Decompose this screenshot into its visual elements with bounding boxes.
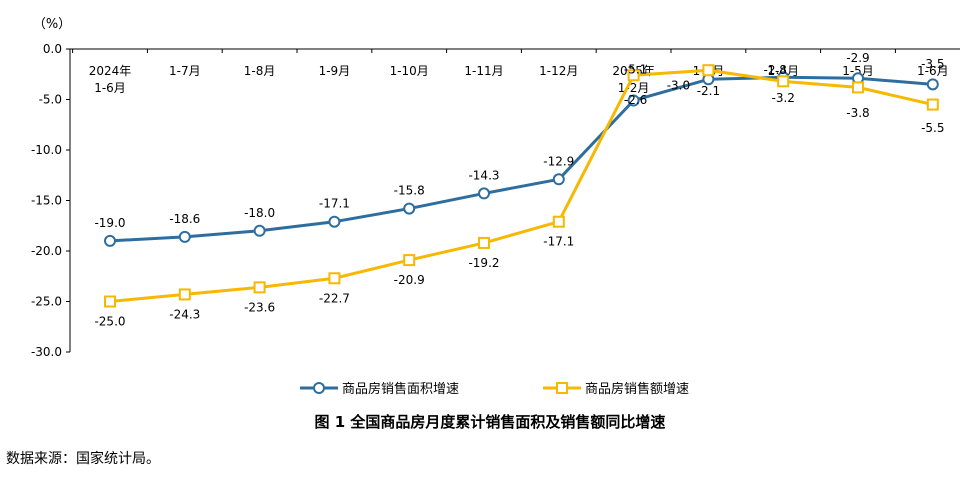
series-line-2 xyxy=(109,68,934,303)
x-tick-label: 1-6月 xyxy=(94,81,126,95)
legend-area-label: 商品房销售面积增速 xyxy=(342,381,459,397)
sales-growth-label: -3.2 xyxy=(771,91,794,105)
sales-growth-label: -2.1 xyxy=(697,84,720,98)
area-growth-label: -14.3 xyxy=(468,168,499,182)
sales-growth-label: -5.5 xyxy=(921,121,944,135)
sales-growth-point xyxy=(253,281,266,294)
sales-growth-point xyxy=(552,215,565,228)
sales-growth-point xyxy=(852,81,864,94)
data-source-note: 数据来源：国家统计局。 xyxy=(6,451,160,467)
sales-growth-point xyxy=(478,236,490,249)
area-growth-point xyxy=(253,224,266,237)
y-tick-label: -15.0 xyxy=(31,194,62,208)
sales-growth-label: -3.8 xyxy=(846,106,869,120)
y-tick-label: 0.0 xyxy=(43,42,62,56)
x-tick-label: 1-4月 xyxy=(767,64,799,78)
sales-growth-point xyxy=(328,272,341,285)
legend-sales-marker xyxy=(556,382,568,394)
x-tick-label: 1-9月 xyxy=(319,64,351,78)
legend-area-marker xyxy=(313,382,325,394)
sales-growth-label: -24.3 xyxy=(169,307,200,321)
area-growth-point xyxy=(926,78,939,91)
area-growth-point xyxy=(478,187,490,200)
x-tick-label: 1-7月 xyxy=(169,64,201,78)
x-tick-label: 2024年 xyxy=(89,64,132,78)
sales-growth-label: -22.7 xyxy=(319,291,350,305)
area-growth-label: -5.1 xyxy=(624,63,647,77)
area-growth-label: -3.0 xyxy=(667,78,690,92)
x-tick-label: 1-11月 xyxy=(464,64,503,78)
y-tick-label: -5.0 xyxy=(39,93,62,107)
sales-growth-point xyxy=(104,295,116,308)
x-tick-label: 1-5月 xyxy=(842,64,874,78)
area-growth-label: -18.6 xyxy=(169,212,200,226)
y-tick-label: -10.0 xyxy=(31,143,62,157)
area-growth-point xyxy=(328,215,341,228)
area-growth-point xyxy=(552,173,565,186)
x-tick-label: 1-8月 xyxy=(244,64,276,78)
area-growth-point xyxy=(403,202,416,215)
y-tick-label: -30.0 xyxy=(31,345,62,359)
sales-growth-label: -23.6 xyxy=(244,300,275,314)
area-growth-label: -17.1 xyxy=(319,197,350,211)
sales-growth-point xyxy=(926,98,939,111)
chart-caption: 图 1 全国商品房月度累计销售面积及销售额同比增速 xyxy=(314,413,666,431)
area-growth-label: -19.0 xyxy=(94,216,125,230)
sales-growth-point xyxy=(403,254,416,267)
sales-growth-label: -2.6 xyxy=(624,93,647,107)
area-growth-point xyxy=(627,94,640,107)
area-growth-label: -15.8 xyxy=(394,184,425,198)
y-tick-label: -20.0 xyxy=(31,244,62,258)
y-tick-label: -25.0 xyxy=(31,295,62,309)
line-chart: （%） 0.0 -5.0 -10.0 -15.0 -20.0 -25.0 -30.0 2024年… xyxy=(31,17,960,397)
area-growth-label: -2.9 xyxy=(846,51,869,65)
x-tick-label: 1-6月 xyxy=(917,64,949,78)
sales-growth-label: -17.1 xyxy=(543,235,574,249)
sales-growth-label: -19.2 xyxy=(468,256,499,270)
x-tick-label: 1-12月 xyxy=(539,64,578,78)
area-growth-point xyxy=(104,234,116,247)
x-tick-label: 1-10月 xyxy=(390,64,429,78)
area-growth-label: -3.5 xyxy=(921,57,944,71)
y-unit-label: （%） xyxy=(33,17,71,32)
sales-growth-point xyxy=(777,75,790,88)
area-growth-point xyxy=(178,230,191,243)
sales-growth-point xyxy=(627,69,640,82)
sales-growth-label: -25.0 xyxy=(94,315,125,329)
area-growth-label: -2.8 xyxy=(763,63,786,77)
series-line-1 xyxy=(109,75,933,243)
legend-sales-label: 商品房销售额增速 xyxy=(585,381,689,397)
sales-growth-point xyxy=(702,64,715,77)
area-growth-label: -12.9 xyxy=(543,154,574,168)
sales-growth-label: -20.9 xyxy=(394,273,425,287)
area-growth-label: -18.0 xyxy=(244,206,275,220)
sales-growth-point xyxy=(178,288,191,301)
